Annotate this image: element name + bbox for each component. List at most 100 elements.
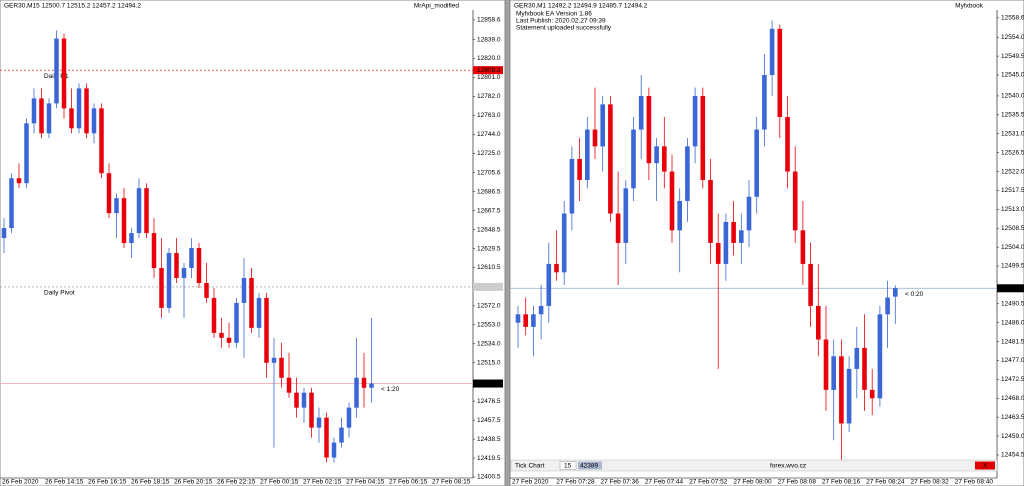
- price-label: 12517.5: [1001, 187, 1024, 194]
- price-label: 12535.5: [1001, 112, 1024, 119]
- candle-body: [181, 267, 187, 278]
- time-label: 27 Feb 00:15: [260, 479, 299, 486]
- time-label: 26 Feb 22:15: [217, 479, 256, 486]
- candle-body: [9, 178, 14, 229]
- time-label: 27 Feb 2020: [512, 479, 549, 486]
- level-box: [473, 282, 503, 291]
- candle-body: [114, 198, 119, 214]
- watermark: forex.wvo.cz: [770, 463, 806, 470]
- current-price-box: [473, 379, 503, 388]
- time-label: 27 Feb 08:32: [910, 479, 949, 486]
- candle-body: [286, 377, 292, 393]
- price-label: 12454.5: [1001, 452, 1024, 459]
- candle-body: [692, 95, 698, 147]
- candle-body: [554, 263, 559, 273]
- candle-body: [592, 129, 598, 147]
- price-label: 12572.0: [477, 303, 501, 310]
- price-label: 12782.0: [477, 93, 501, 100]
- candle-body: [204, 282, 209, 298]
- price-label: 12629.5: [477, 245, 501, 252]
- price-label: 12515.0: [477, 359, 501, 366]
- candle-body: [46, 103, 52, 134]
- time-label: 27 Feb 02:15: [303, 479, 342, 486]
- candle-body: [561, 213, 567, 273]
- toolbar-label: Tick Chart: [515, 463, 545, 470]
- price-label: 12686.5: [477, 188, 501, 195]
- candle-body: [54, 38, 59, 104]
- time-label: 27 Feb 08:16: [822, 479, 861, 486]
- candle-body: [823, 339, 829, 390]
- price-label: 12499.5: [1001, 263, 1024, 270]
- price-label: 12558.6: [1001, 15, 1024, 22]
- time-label: 27 Feb 08:08: [778, 479, 817, 486]
- candle-body: [708, 179, 713, 243]
- candle-body: [723, 221, 729, 264]
- candle-body: [234, 302, 239, 343]
- candle-body: [669, 171, 675, 231]
- toolbar: [510, 459, 998, 472]
- candle-body: [99, 108, 104, 174]
- candle-body: [754, 129, 760, 197]
- candle-body: [16, 178, 22, 184]
- candle-body: [631, 129, 636, 189]
- candle-body: [106, 173, 112, 214]
- candle-body: [264, 297, 269, 363]
- price-label: 12504.0: [1001, 244, 1024, 251]
- candle-body: [346, 407, 352, 428]
- candle-body: [301, 392, 307, 408]
- price-label: 12725.0: [477, 150, 501, 157]
- candle-body: [144, 188, 149, 234]
- candle-body: [862, 347, 867, 390]
- price-label: 12477.0: [1001, 357, 1024, 364]
- candle-body: [623, 188, 629, 243]
- current-price: 12494.2: [1001, 285, 1024, 292]
- price-label: 12763.0: [477, 112, 501, 119]
- candle-body: [746, 196, 752, 231]
- candle-body: [600, 104, 606, 147]
- price-label: 12540.0: [1001, 93, 1024, 100]
- candle-body: [885, 297, 890, 315]
- time-label: 26 Feb 14:15: [45, 479, 84, 486]
- current-price-box: [997, 284, 1024, 293]
- time-label: 26 Feb 18:15: [131, 479, 170, 486]
- candle-body: [846, 368, 852, 424]
- time-label: 26 Feb 20:15: [174, 479, 213, 486]
- price-label: 12610.5: [477, 264, 501, 271]
- header: GER30,M15 12500.7 12515.2 12457.2 12494.…: [4, 3, 141, 10]
- price-label: 12553.0: [477, 322, 501, 329]
- price-label: 12705.6: [477, 169, 501, 176]
- count: 15: [564, 463, 572, 470]
- candle-body: [61, 38, 67, 109]
- candle-body: [69, 108, 74, 129]
- candle-body: [84, 88, 89, 134]
- time-label: 27 Feb 08:15: [432, 479, 471, 486]
- candle-body: [715, 242, 721, 264]
- price-label: 12858.6: [477, 17, 501, 24]
- candle-body: [638, 95, 644, 130]
- price-label: 12667.5: [477, 207, 501, 214]
- time-label: 27 Feb 08:40: [955, 479, 994, 486]
- candle-body: [869, 389, 875, 399]
- field-box: [578, 461, 602, 470]
- price-label: 12481.5: [1001, 338, 1024, 345]
- left-window: [0, 0, 506, 486]
- candle-body: [31, 98, 37, 124]
- price-label: 12438.5: [477, 436, 501, 443]
- price-label: 12419.5: [477, 455, 501, 462]
- candle-body: [256, 297, 262, 328]
- price-label: 12820.0: [477, 55, 501, 62]
- time-label: 26 Feb 2020: [2, 479, 39, 486]
- candle-body: [569, 158, 575, 214]
- price-label: 12490.5: [1001, 301, 1024, 308]
- candle-body: [777, 28, 783, 117]
- price-label: 12648.5: [477, 226, 501, 233]
- candle-body: [76, 88, 82, 129]
- candle-body: [24, 123, 29, 184]
- info-line: Last Publish: 2020.02.27 09:39: [516, 18, 606, 25]
- candle-body: [546, 263, 552, 306]
- candle-body: [1, 228, 7, 239]
- close-button[interactable]: [975, 461, 995, 470]
- close-label[interactable]: X: [983, 463, 988, 470]
- header: GER30,M1 12492.2 12494.9 12485.7 12494.2: [514, 3, 648, 10]
- candle-body: [738, 230, 744, 243]
